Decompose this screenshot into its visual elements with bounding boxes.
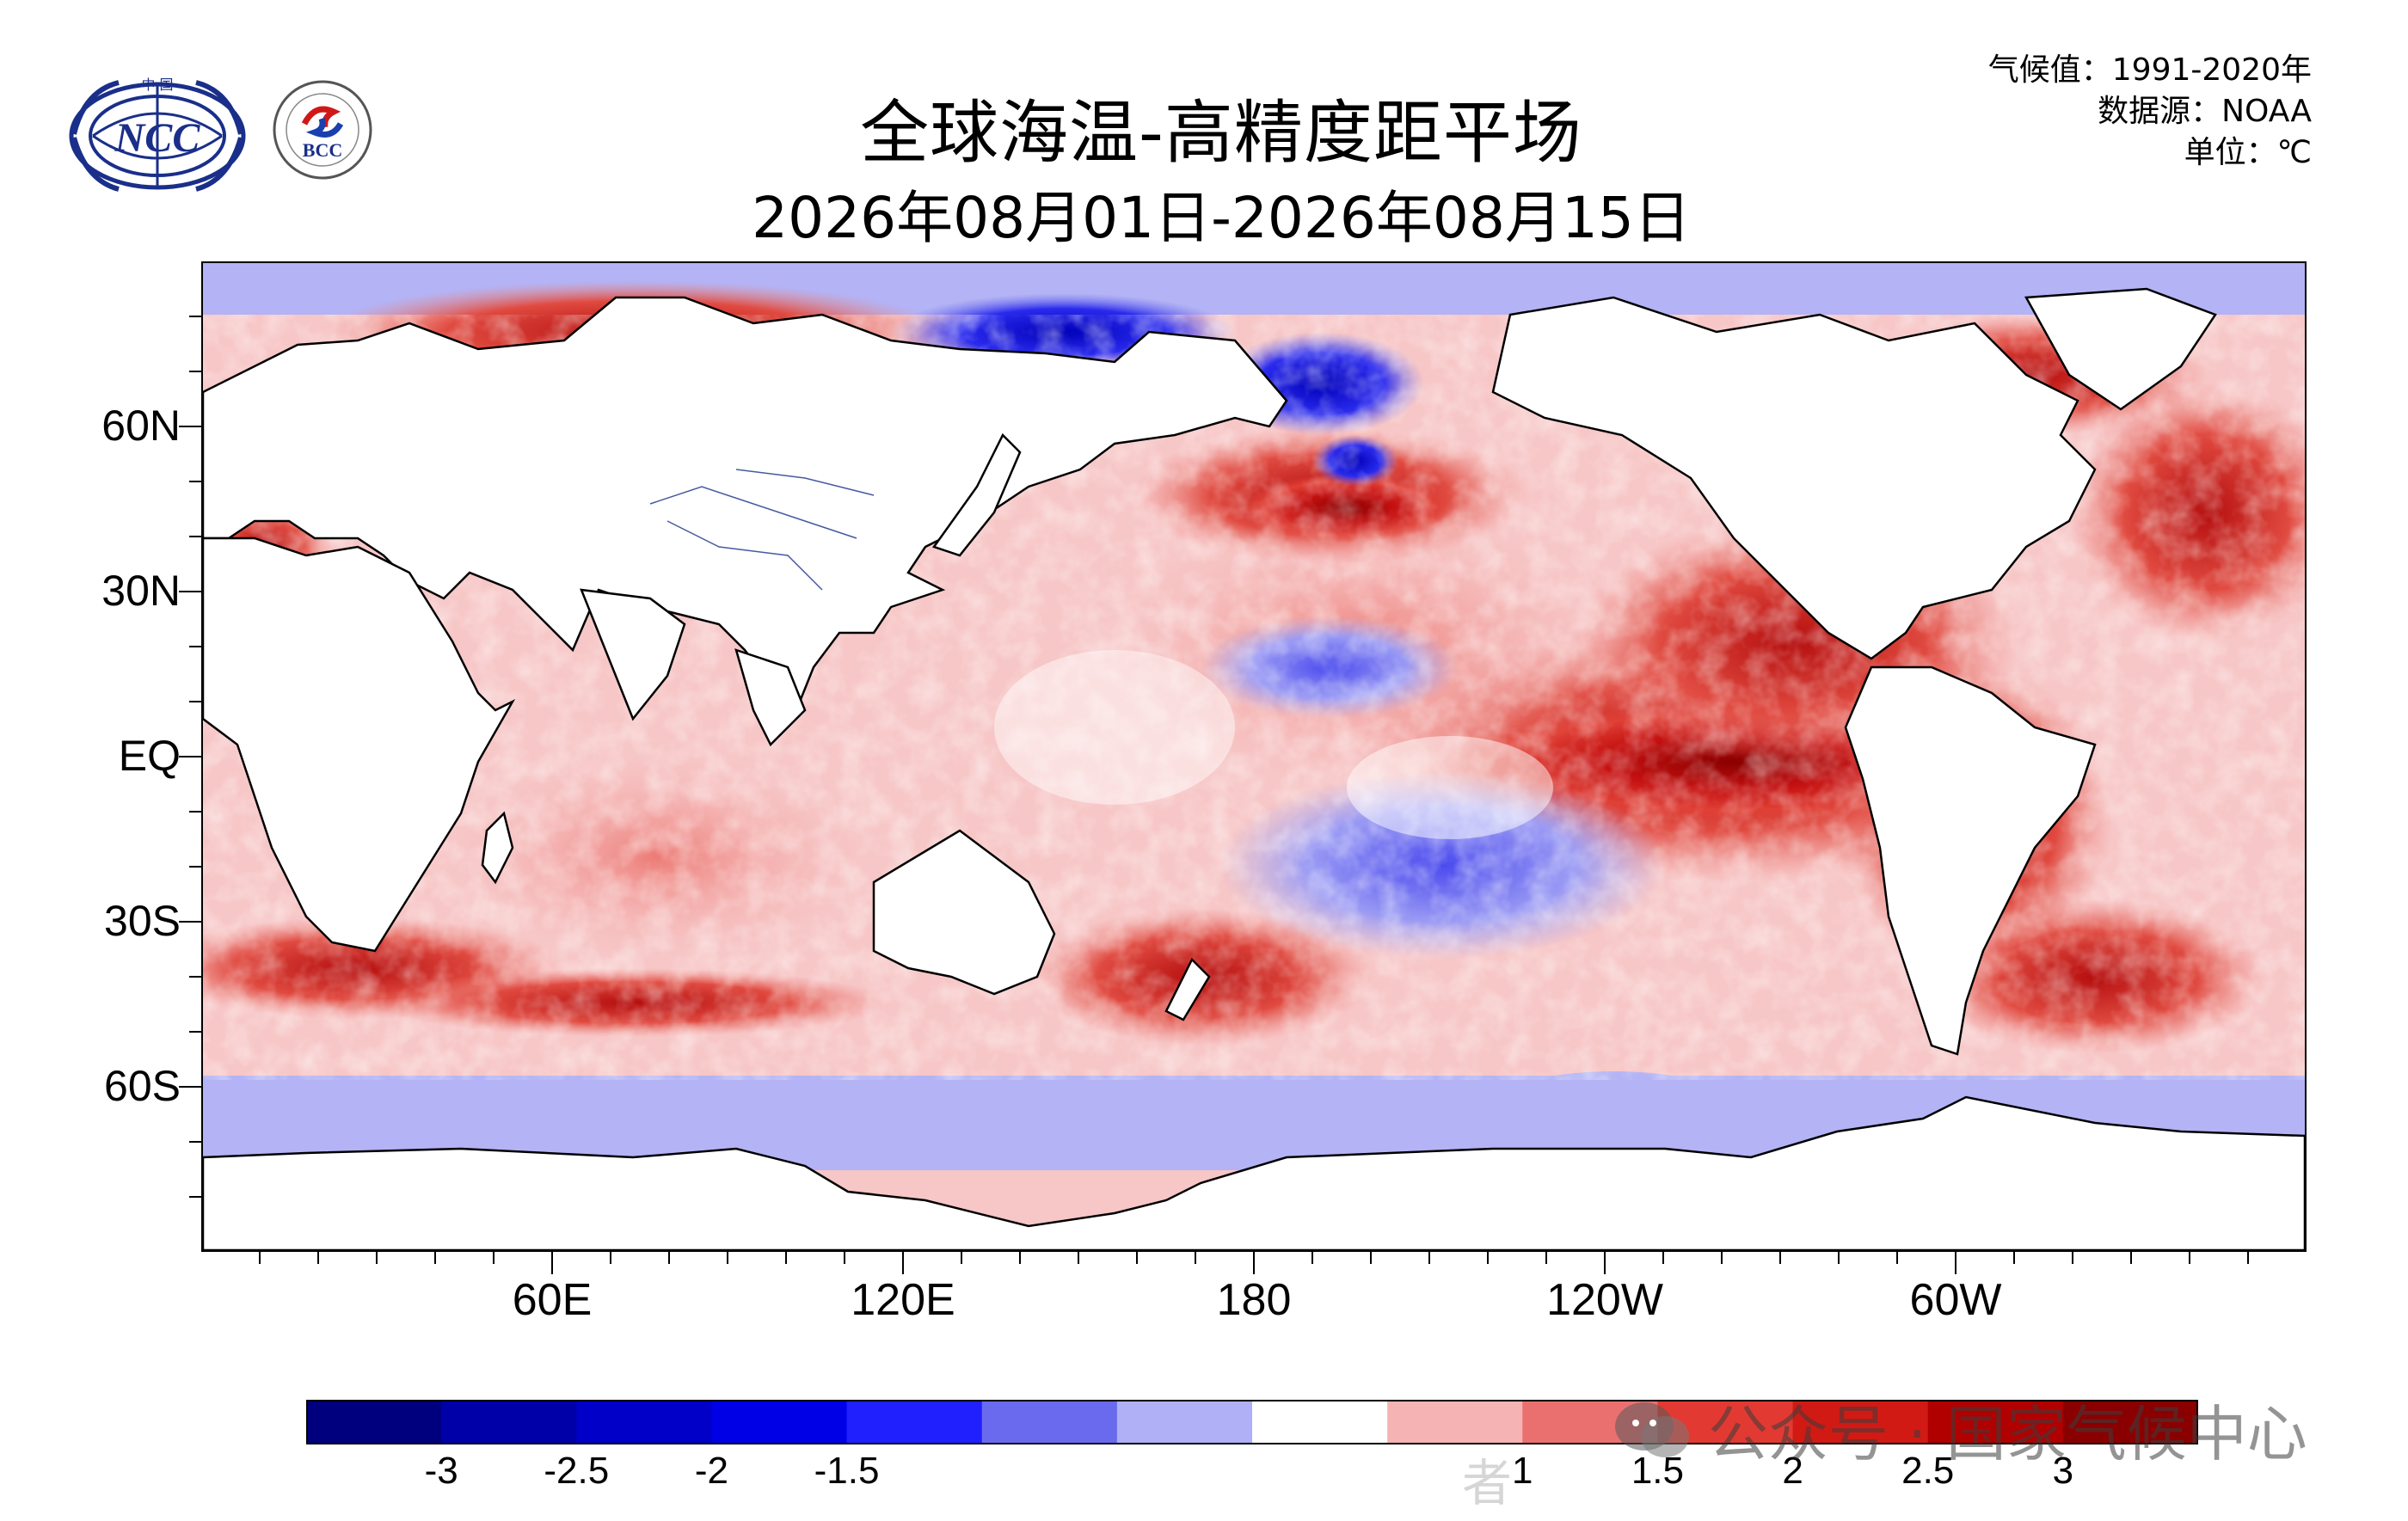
ncc-logo-top: 中 国	[141, 77, 173, 93]
map-title: 全球海温-高精度距平场	[860, 93, 1582, 173]
north-america-land	[1491, 296, 2097, 660]
ncc-logo: NCC 中 国	[69, 77, 246, 192]
lat-label-60n: 60N	[101, 402, 181, 450]
source-text: 数据源：NOAA	[2098, 94, 2312, 129]
australia-land	[872, 829, 1056, 996]
watermark-faint: 者	[1462, 1454, 1513, 1512]
colorbar-segment	[576, 1400, 712, 1444]
colorbar-label: -1.5	[814, 1450, 880, 1492]
new-zealand-land	[1164, 957, 1211, 1021]
colorbar-segment	[1387, 1400, 1523, 1444]
colorbar-segment	[1116, 1400, 1253, 1444]
colorbar-segment	[711, 1400, 848, 1444]
lon-label-60e: 60E	[512, 1275, 593, 1325]
map-date-range: 2026年08月01日-2026年08月15日	[752, 185, 1691, 251]
colorbar-label: 2.5	[1901, 1450, 1955, 1492]
colorbar-segment	[846, 1400, 983, 1444]
sst-anomaly-map	[201, 261, 2307, 1252]
colorbar-label: 1.5	[1631, 1450, 1684, 1492]
climatology-text: 气候值：1991-2020年	[1987, 52, 2312, 88]
bcc-logo: BCC	[273, 80, 372, 180]
colorbar-segment	[981, 1400, 1118, 1444]
inland-boundaries	[649, 469, 875, 591]
colorbar-segment	[2062, 1400, 2198, 1444]
colorbar-label: 1	[1512, 1450, 1533, 1492]
se-asia-land	[734, 648, 807, 747]
south-america-land	[1844, 665, 2097, 1056]
lat-label-60s: 60S	[104, 1062, 181, 1110]
wechat-icon	[1615, 1401, 1689, 1457]
lon-label-120w: 120W	[1546, 1275, 1663, 1325]
colorbar-label: -2.5	[544, 1450, 610, 1492]
colorbar-label: 3	[2052, 1450, 2074, 1492]
lon-label-120e: 120E	[851, 1275, 955, 1325]
colorbar-label: 2	[1782, 1450, 1803, 1492]
colorbar-label: -3	[424, 1450, 458, 1492]
meta-info: 气候值：1991-2020年 数据源：NOAA 单位：℃	[1988, 50, 2312, 174]
map-canvas	[203, 263, 2305, 1250]
lon-label-60w: 60W	[1909, 1275, 2002, 1325]
colorbar-label: -2	[694, 1450, 728, 1492]
antarctica-land	[203, 1095, 2305, 1250]
eurasia-land	[203, 296, 1288, 713]
lon-label-180: 180	[1216, 1275, 1292, 1325]
ncc-logo-text: NCC	[114, 115, 201, 161]
colorbar-segment	[441, 1400, 577, 1444]
madagascar-land	[481, 811, 514, 885]
land	[203, 287, 2305, 1250]
colorbar-segment	[1252, 1400, 1388, 1444]
unit-text: 单位：℃	[2184, 135, 2312, 170]
colorbar-segment	[306, 1400, 442, 1444]
lat-label-30s: 30S	[104, 897, 181, 945]
colorbar-segment	[1792, 1400, 1929, 1444]
lat-label-30n: 30N	[101, 567, 181, 615]
watermark-text: 公众号 · 国家气候中心	[1708, 1399, 2307, 1469]
colorbar	[306, 1400, 2198, 1444]
colorbar-frame	[306, 1400, 2198, 1444]
lat-label-eq: EQ	[118, 732, 181, 780]
africa-land	[203, 537, 516, 953]
japan-land	[931, 432, 1022, 557]
india-land	[580, 588, 686, 721]
colorbar-segment	[1927, 1400, 2064, 1444]
bcc-logo-text: BCC	[303, 139, 342, 161]
greenland-land	[2024, 287, 2217, 411]
watermark: 公众号 · 国家气候中心	[1613, 1386, 2307, 1473]
